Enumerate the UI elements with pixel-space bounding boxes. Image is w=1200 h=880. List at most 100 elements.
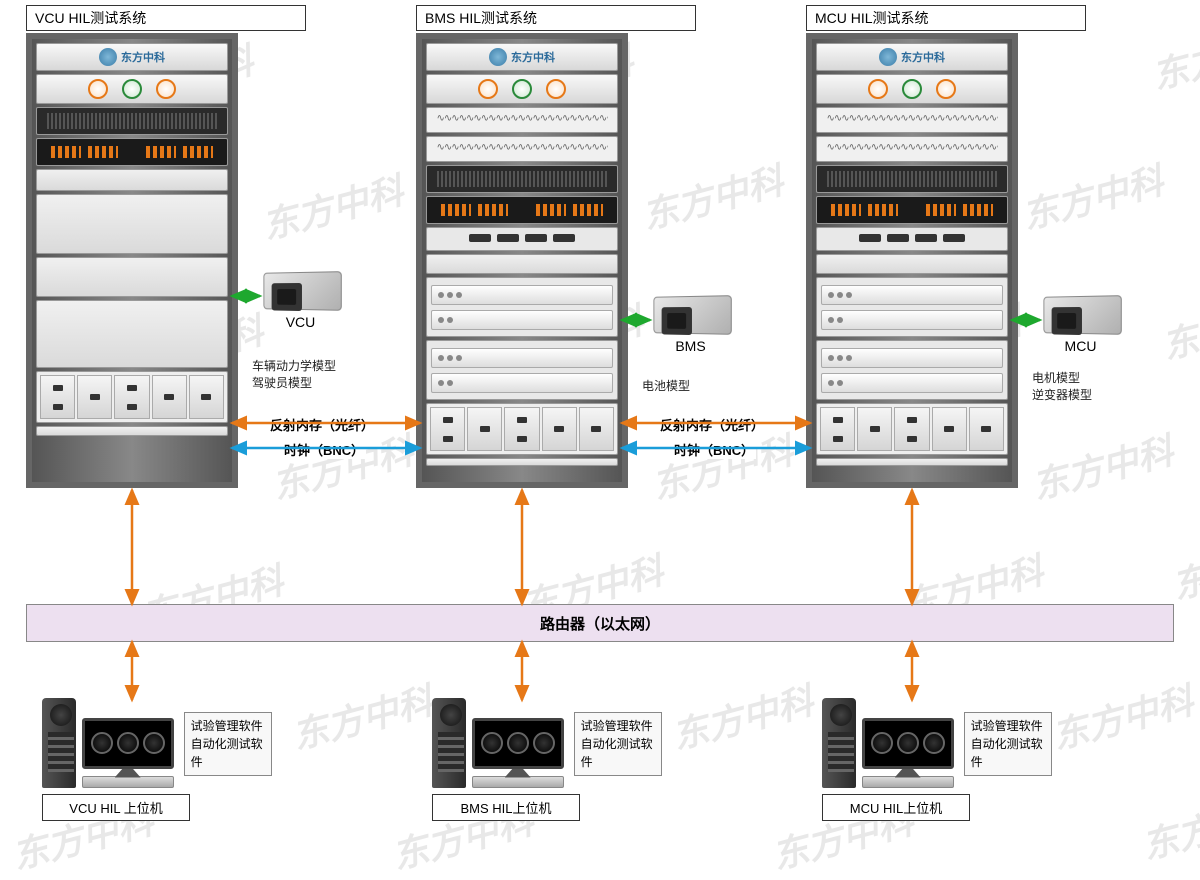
logo-fan-icon: [99, 48, 117, 66]
rack-title: MCU HIL测试系统: [806, 5, 1086, 31]
dial-icon: [122, 79, 142, 99]
rack-computer-unit: [816, 403, 1008, 455]
ecu-mcu: MCU: [1038, 296, 1123, 354]
watermark-text: 东方中科: [666, 672, 819, 760]
rack-body: 东方中科: [26, 33, 238, 488]
rack-blank-unit: [426, 254, 618, 274]
workstation-label: MCU HIL上位机: [822, 794, 970, 821]
logo-text: 东方中科: [901, 49, 945, 65]
rack-dial-unit: [426, 74, 618, 104]
rack-controller-unit: [816, 277, 1008, 337]
rack-controller-unit: [426, 340, 618, 400]
logo-fan-icon: [879, 48, 897, 66]
rack-body: 东方中科 ∿∿∿∿∿∿∿∿∿∿∿∿∿∿∿∿∿∿∿∿∿∿∿∿∿∿ ∿∿∿∿∿∿∿∿∿∿…: [806, 33, 1018, 488]
rack-blank-unit: [36, 257, 228, 297]
rack-logo-unit: 东方中科: [36, 43, 228, 71]
watermark-text: 东方中科: [1046, 672, 1199, 760]
monitor-screen-icon: [82, 718, 174, 769]
rack-logo-unit: 东方中科: [426, 43, 618, 71]
workstation-bms-host: 试验管理软件自动化测试软件 BMS HIL上位机: [432, 698, 662, 821]
watermark-text: 东方中科: [1146, 12, 1200, 100]
rack-slot-unit: [816, 227, 1008, 251]
router-label: 路由器（以太网）: [540, 613, 660, 634]
dial-icon: [936, 79, 956, 99]
rack-computer-unit: [426, 403, 618, 455]
rack-title: VCU HIL测试系统: [26, 5, 306, 31]
rack-resistor-unit: ∿∿∿∿∿∿∿∿∿∿∿∿∿∿∿∿∿∿∿∿∿∿∿∿∿∿: [816, 136, 1008, 162]
rack-port-unit: [816, 196, 1008, 224]
workstation-label: BMS HIL上位机: [432, 794, 580, 821]
watermark-text: 东方中科: [1156, 282, 1200, 370]
pc-monitor: [472, 718, 564, 788]
monitor-screen-icon: [472, 718, 564, 769]
model-label-bms: 电池模型: [642, 378, 690, 395]
logo-fan-icon: [489, 48, 507, 66]
rack-bms: BMS HIL测试系统 东方中科 ∿∿∿∿∿∿∿∿∿∿∿∿∿∿∿∿∿∿∿∿∿∿∿∿…: [416, 5, 696, 488]
fiber-link-label: 反射内存（光纤）: [268, 415, 376, 434]
ecu-icon: [653, 295, 731, 335]
ecu-label: BMS: [675, 338, 705, 354]
logo-text: 东方中科: [511, 49, 555, 65]
model-label-mcu: 电机模型逆变器模型: [1032, 370, 1092, 404]
ecu-label: VCU: [286, 314, 316, 330]
rack-blank-unit: [36, 426, 228, 436]
rack-title-text: MCU HIL测试系统: [815, 8, 929, 28]
rack-vent-unit: [426, 165, 618, 193]
rack-resistor-unit: ∿∿∿∿∿∿∿∿∿∿∿∿∿∿∿∿∿∿∿∿∿∿∿∿∿∿: [426, 107, 618, 133]
rack-blank-unit: [36, 194, 228, 254]
rack-controller-unit: [816, 340, 1008, 400]
ecu-label: MCU: [1065, 338, 1097, 354]
rack-blank-unit: [816, 458, 1008, 466]
clock-link-label: 时钟（BNC）: [672, 440, 756, 459]
dial-icon: [512, 79, 532, 99]
dial-icon: [88, 79, 108, 99]
ecu-bms: BMS: [648, 296, 733, 354]
rack-dial-unit: [816, 74, 1008, 104]
pc-tower-icon: [42, 698, 76, 788]
rack-vent-unit: [816, 165, 1008, 193]
router-box: 路由器（以太网）: [26, 604, 1174, 642]
rack-resistor-unit: ∿∿∿∿∿∿∿∿∿∿∿∿∿∿∿∿∿∿∿∿∿∿∿∿∿∿: [426, 136, 618, 162]
rack-vcu: VCU HIL测试系统 东方中科: [26, 5, 306, 488]
rack-dial-unit: [36, 74, 228, 104]
rack-computer-unit: [36, 371, 228, 423]
workstation-label: VCU HIL 上位机: [42, 794, 190, 821]
logo-text: 东方中科: [121, 49, 165, 65]
rack-vent-unit: [36, 107, 228, 135]
watermark-text: 东方中科: [286, 672, 439, 760]
rack-blank-unit: [36, 300, 228, 368]
rack-slot-unit: [426, 227, 618, 251]
rack-title: BMS HIL测试系统: [416, 5, 696, 31]
rack-port-unit: [36, 138, 228, 166]
monitor-screen-icon: [862, 718, 954, 769]
dial-icon: [868, 79, 888, 99]
ecu-icon: [263, 271, 341, 311]
fiber-link-label: 反射内存（光纤）: [658, 415, 766, 434]
rack-resistor-unit: ∿∿∿∿∿∿∿∿∿∿∿∿∿∿∿∿∿∿∿∿∿∿∿∿∿∿: [816, 107, 1008, 133]
rack-port-unit: [426, 196, 618, 224]
rack-controller-unit: [426, 277, 618, 337]
rack-title-text: BMS HIL测试系统: [425, 8, 537, 28]
software-label: 试验管理软件自动化测试软件: [964, 712, 1052, 776]
dial-icon: [156, 79, 176, 99]
pc-tower-icon: [432, 698, 466, 788]
pc-monitor: [862, 718, 954, 788]
software-label: 试验管理软件自动化测试软件: [184, 712, 272, 776]
dial-icon: [546, 79, 566, 99]
pc-tower-icon: [822, 698, 856, 788]
rack-blank-unit: [816, 254, 1008, 274]
rack-logo-unit: 东方中科: [816, 43, 1008, 71]
rack-blank-unit: [36, 169, 228, 191]
rack-blank-unit: [426, 458, 618, 466]
pc-monitor: [82, 718, 174, 788]
workstation-mcu-host: 试验管理软件自动化测试软件 MCU HIL上位机: [822, 698, 1052, 821]
dial-icon: [902, 79, 922, 99]
rack-title-text: VCU HIL测试系统: [35, 8, 146, 28]
ecu-icon: [1043, 295, 1121, 335]
workstation-vcu-host: 试验管理软件自动化测试软件 VCU HIL 上位机: [42, 698, 272, 821]
software-label: 试验管理软件自动化测试软件: [574, 712, 662, 776]
model-label-vcu: 车辆动力学模型驾驶员模型: [252, 358, 336, 392]
rack-body: 东方中科 ∿∿∿∿∿∿∿∿∿∿∿∿∿∿∿∿∿∿∿∿∿∿∿∿∿∿ ∿∿∿∿∿∿∿∿∿∿…: [416, 33, 628, 488]
watermark-text: 东方中科: [1166, 522, 1200, 610]
ecu-vcu: VCU: [258, 272, 343, 330]
